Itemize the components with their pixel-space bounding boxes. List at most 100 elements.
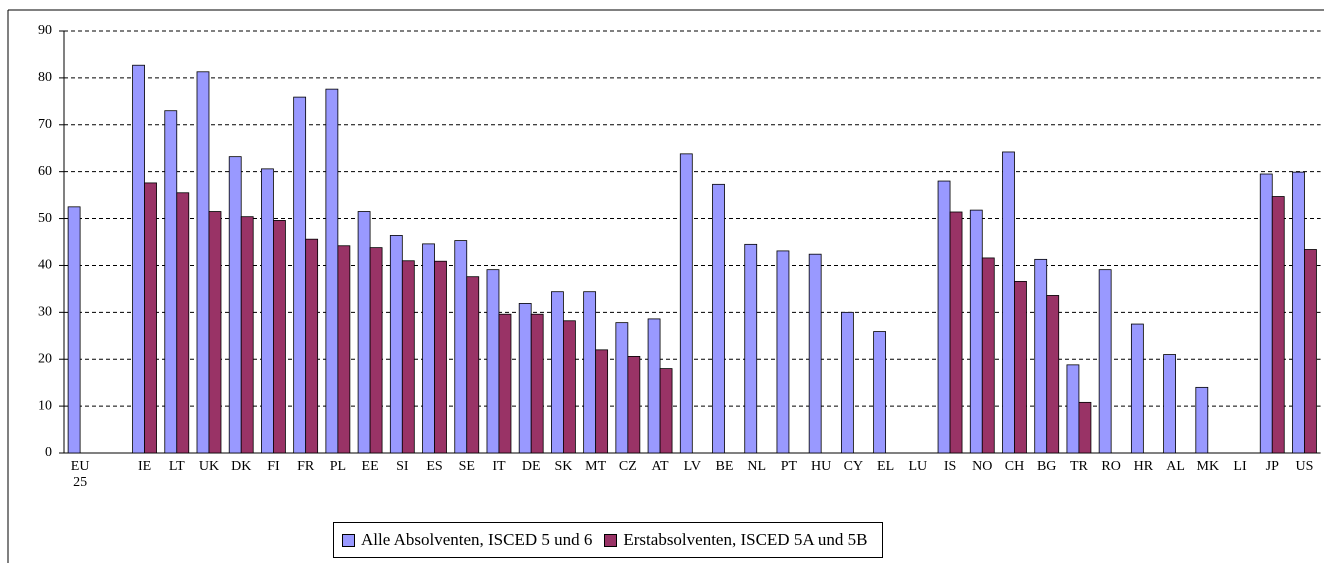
bar <box>337 245 351 454</box>
x-tick-label: IS <box>943 459 957 474</box>
bar <box>466 276 480 454</box>
x-tick-label: RO <box>1101 459 1121 474</box>
x-tick-label: BG <box>1036 459 1057 474</box>
x-tick-label: EU 25 <box>70 459 90 490</box>
x-tick-label: IT <box>492 459 506 474</box>
bar <box>744 243 758 454</box>
y-tick-label: 40 <box>38 258 52 273</box>
bar <box>401 260 415 454</box>
bar <box>551 291 564 454</box>
x-tick-label: JP <box>1265 459 1279 474</box>
x-tick-label: NO <box>972 459 993 474</box>
bar <box>1259 173 1273 454</box>
bar <box>434 260 447 454</box>
bar <box>1292 171 1305 454</box>
x-tick-label: TR <box>1069 459 1088 474</box>
x-tick-label: CY <box>843 459 864 474</box>
x-tick-label: DE <box>521 459 541 474</box>
bar <box>1271 196 1285 454</box>
x-tick-label: SE <box>458 459 475 474</box>
bar <box>1078 401 1092 454</box>
bar <box>659 368 673 454</box>
x-tick-label: ES <box>426 459 443 474</box>
x-tick-label: US <box>1295 459 1314 474</box>
legend-item: Erstabsolventen, ISCED 5A und 5B <box>604 530 868 550</box>
x-tick-label: HR <box>1133 459 1154 474</box>
x-tick-label: MT <box>585 459 607 474</box>
x-tick-label: LT <box>168 459 185 474</box>
bar <box>530 313 544 454</box>
bar <box>1046 295 1060 454</box>
y-tick-label: 10 <box>38 398 52 413</box>
bar <box>422 243 435 454</box>
y-tick-label: 90 <box>38 23 52 38</box>
bar <box>240 216 254 454</box>
bar <box>1066 364 1080 454</box>
bar <box>67 206 81 454</box>
x-tick-label: MK <box>1196 459 1220 474</box>
x-tick-label: HU <box>811 459 832 474</box>
bar <box>164 110 178 454</box>
bar <box>1002 151 1015 454</box>
bar <box>583 291 597 454</box>
bar <box>1130 323 1144 454</box>
y-tick-label: 80 <box>38 70 52 85</box>
x-tick-label: AL <box>1166 459 1185 474</box>
x-tick-label: PL <box>329 459 347 474</box>
bar <box>273 220 286 454</box>
bar <box>454 240 468 454</box>
bar <box>228 156 242 454</box>
bar <box>498 313 512 454</box>
x-tick-label: LI <box>1233 459 1247 474</box>
bar <box>873 331 887 454</box>
bar <box>937 180 951 454</box>
bar <box>261 168 274 454</box>
legend-swatch <box>604 533 618 547</box>
legend-item: Alle Absolventen, ISCED 5 und 6 <box>342 530 592 550</box>
x-tick-label: LV <box>683 459 701 474</box>
x-tick-label: PT <box>780 459 798 474</box>
bar <box>949 211 963 454</box>
bar <box>518 303 532 454</box>
bar <box>369 247 383 454</box>
x-tick-label: EE <box>361 459 379 474</box>
bar <box>1034 258 1048 454</box>
bar <box>563 320 576 454</box>
bar <box>1014 280 1027 454</box>
x-tick-label: DK <box>231 459 252 474</box>
bar <box>627 356 641 454</box>
bar <box>1098 269 1112 454</box>
bar <box>969 209 983 454</box>
x-tick-label: BE <box>715 459 734 474</box>
y-tick-label: 60 <box>38 164 52 179</box>
bar <box>615 322 629 454</box>
x-tick-label: SK <box>554 459 573 474</box>
bar <box>196 71 210 454</box>
legend-label: Alle Absolventen, ISCED 5 und 6 <box>361 530 593 549</box>
bar <box>389 235 403 454</box>
bar <box>840 311 854 454</box>
x-tick-label: UK <box>198 459 220 474</box>
bar <box>808 253 822 454</box>
y-tick-label: 30 <box>38 305 52 320</box>
legend: Alle Absolventen, ISCED 5 und 6 Erstabsol… <box>333 522 883 558</box>
bar <box>293 96 307 454</box>
x-tick-label: IE <box>137 459 152 474</box>
bar <box>325 88 339 454</box>
x-tick-label: CH <box>1004 459 1025 474</box>
bar <box>712 183 725 454</box>
bar <box>647 318 661 454</box>
x-tick-label: FI <box>267 459 280 474</box>
bar <box>981 257 995 454</box>
bar <box>176 192 190 454</box>
x-tick-label: FR <box>297 459 315 474</box>
legend-swatch <box>342 533 355 547</box>
bar <box>305 238 319 454</box>
bar <box>776 250 790 454</box>
x-tick-label: SI <box>396 459 409 474</box>
bar <box>208 211 222 454</box>
y-tick-label: 0 <box>45 445 52 460</box>
legend-label: Erstabsolventen, ISCED 5A und 5B <box>623 530 868 549</box>
